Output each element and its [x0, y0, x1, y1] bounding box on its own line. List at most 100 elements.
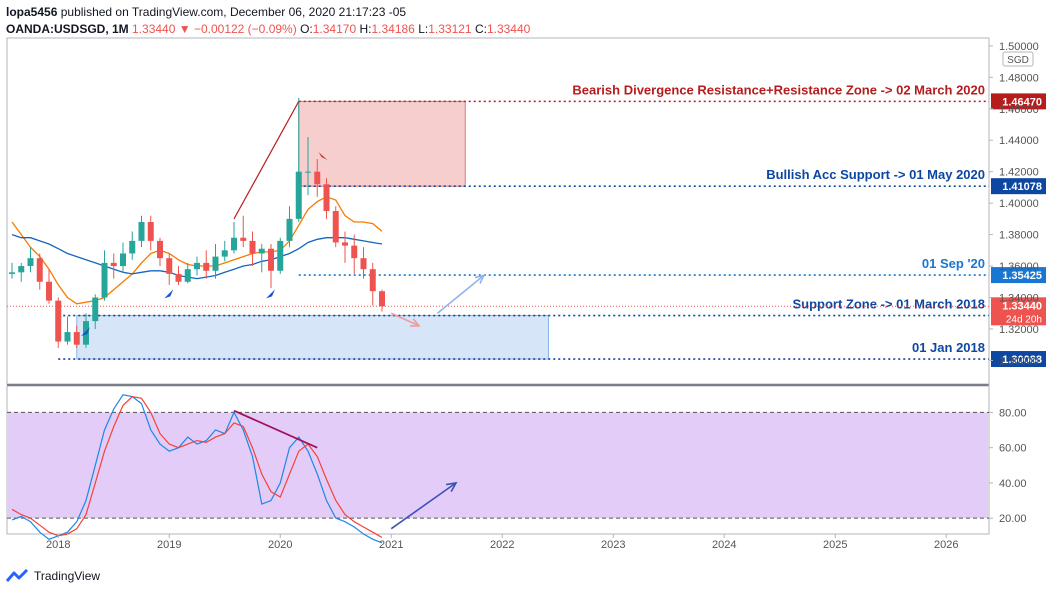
open-label: O: [300, 22, 313, 36]
time-tick-label: 2025 [823, 539, 847, 551]
price-tick-label: 1.34000 [999, 293, 1039, 305]
candle-body [332, 211, 339, 243]
candle-body [166, 258, 173, 274]
rocket-icon [164, 289, 174, 299]
symbol-label[interactable]: OANDA:USDSGD, 1M [6, 22, 129, 36]
price-tick-label: 1.42000 [999, 167, 1039, 179]
time-tick-label: 2026 [934, 539, 958, 551]
tradingview-logo-icon[interactable] [6, 569, 30, 583]
candle-body [360, 258, 367, 270]
candle-body [212, 256, 219, 271]
currency-badge-text: SGD [1007, 55, 1029, 66]
publish-line: lopa5456 published on TradingView.com, D… [6, 4, 530, 21]
candle-body [101, 262, 108, 298]
candle-body [27, 258, 34, 267]
ma-blue-line [11, 233, 383, 280]
time-tick-label: 2019 [157, 539, 181, 551]
level-annotation: Bullish Acc Support -> 01 May 2020 [766, 167, 985, 182]
stoch-up-arrow [390, 482, 457, 530]
candle-body [110, 262, 117, 267]
bearish-divergence-trendline [233, 101, 300, 220]
candle-body [73, 332, 80, 345]
candle-body [36, 258, 43, 282]
candle-body [64, 332, 71, 342]
price-tick-label: 1.38000 [999, 230, 1039, 242]
level-annotation: Bearish Divergence Resistance+Resistance… [572, 82, 985, 97]
level-annotation: Support Zone -> 01 March 2018 [792, 297, 985, 312]
candle-body [18, 266, 25, 273]
candle-body [157, 240, 163, 259]
open-value: 1.34170 [312, 22, 357, 36]
candle-body [342, 242, 348, 246]
price-tick-label: 1.30000 [999, 355, 1039, 367]
candle-body [175, 273, 182, 282]
rocket-icon [81, 327, 90, 337]
candle-body [369, 269, 376, 292]
support-zone [76, 315, 549, 360]
close-value: 1.33440 [486, 22, 531, 36]
price-label-badge [991, 178, 1046, 195]
ohlc-line: OANDA:USDSGD, 1M 1.33440 ▼ −0.00122 (−0.… [6, 21, 530, 38]
candle-body [203, 262, 210, 271]
time-tick-label: 2020 [268, 539, 292, 551]
price-label-badge [991, 267, 1046, 284]
low-value: 1.33121 [428, 22, 472, 36]
arrow-head [409, 318, 421, 327]
rocket-down-icon [318, 151, 328, 160]
stoch-tick-label: 40.00 [999, 478, 1027, 490]
price-label-text: 1.35425 [1002, 270, 1042, 282]
low-label: L: [418, 22, 429, 36]
footer-brand[interactable]: TradingView [34, 569, 101, 583]
candle-body [46, 281, 52, 301]
candle-body [147, 222, 154, 241]
time-tick-label: 2022 [490, 539, 514, 551]
candle-body [9, 272, 15, 274]
current-price-text: 1.33440 [1002, 300, 1042, 312]
stoch-tick-label: 80.00 [999, 407, 1027, 419]
level-annotation: 01 Jan 2018 [912, 340, 985, 355]
last-price: 1.33440 [132, 22, 176, 36]
candle-body [194, 262, 200, 270]
current-price-badge [991, 297, 1046, 326]
price-label-text: 1.41078 [1002, 181, 1042, 193]
rocket-icon [266, 289, 275, 299]
high-value: 1.34186 [371, 22, 415, 36]
level-annotation: 01 Sep '20 [922, 256, 985, 271]
candle-body [277, 240, 284, 271]
price-tick-label: 1.50000 [999, 41, 1039, 53]
bar-countdown: 24d 20h [1006, 314, 1042, 325]
candle-body [184, 269, 191, 282]
stoch-k-line [11, 394, 383, 544]
candle-body [258, 248, 265, 254]
candle-body [379, 291, 385, 307]
price-tick-label: 1.32000 [999, 324, 1039, 336]
footer: TradingView [6, 569, 100, 583]
stoch-band [8, 412, 988, 519]
price-tick-label: 1.46000 [999, 104, 1039, 116]
stoch-tick-label: 20.00 [999, 513, 1027, 525]
candle-body [221, 250, 228, 257]
chart-header: lopa5456 published on TradingView.com, D… [6, 4, 530, 38]
candle-body [286, 218, 293, 241]
price-label-text: 1.30088 [1002, 354, 1042, 366]
arrow-head [446, 481, 458, 493]
high-label: H: [359, 22, 372, 36]
candle-body [129, 240, 136, 254]
candle-body [305, 171, 311, 173]
stoch-tick-label: 60.00 [999, 443, 1027, 455]
time-tick-label: 2023 [601, 539, 625, 551]
stoch-d-line [11, 395, 383, 539]
candle-body [231, 237, 237, 251]
price-tick-label: 1.36000 [999, 261, 1039, 273]
published-text: published on TradingView.com, December 0… [60, 5, 407, 19]
price-tick-label: 1.40000 [999, 198, 1039, 210]
price-tick-label: 1.48000 [999, 72, 1039, 84]
stoch-divergence-line [233, 409, 318, 449]
candle-body [351, 245, 358, 259]
candle-body [55, 300, 62, 342]
time-tick-label: 2021 [379, 539, 403, 551]
publisher-name[interactable]: lopa5456 [6, 5, 58, 19]
price-change: ▼ −0.00122 (−0.09%) [178, 22, 297, 36]
close-label: C: [474, 22, 487, 36]
